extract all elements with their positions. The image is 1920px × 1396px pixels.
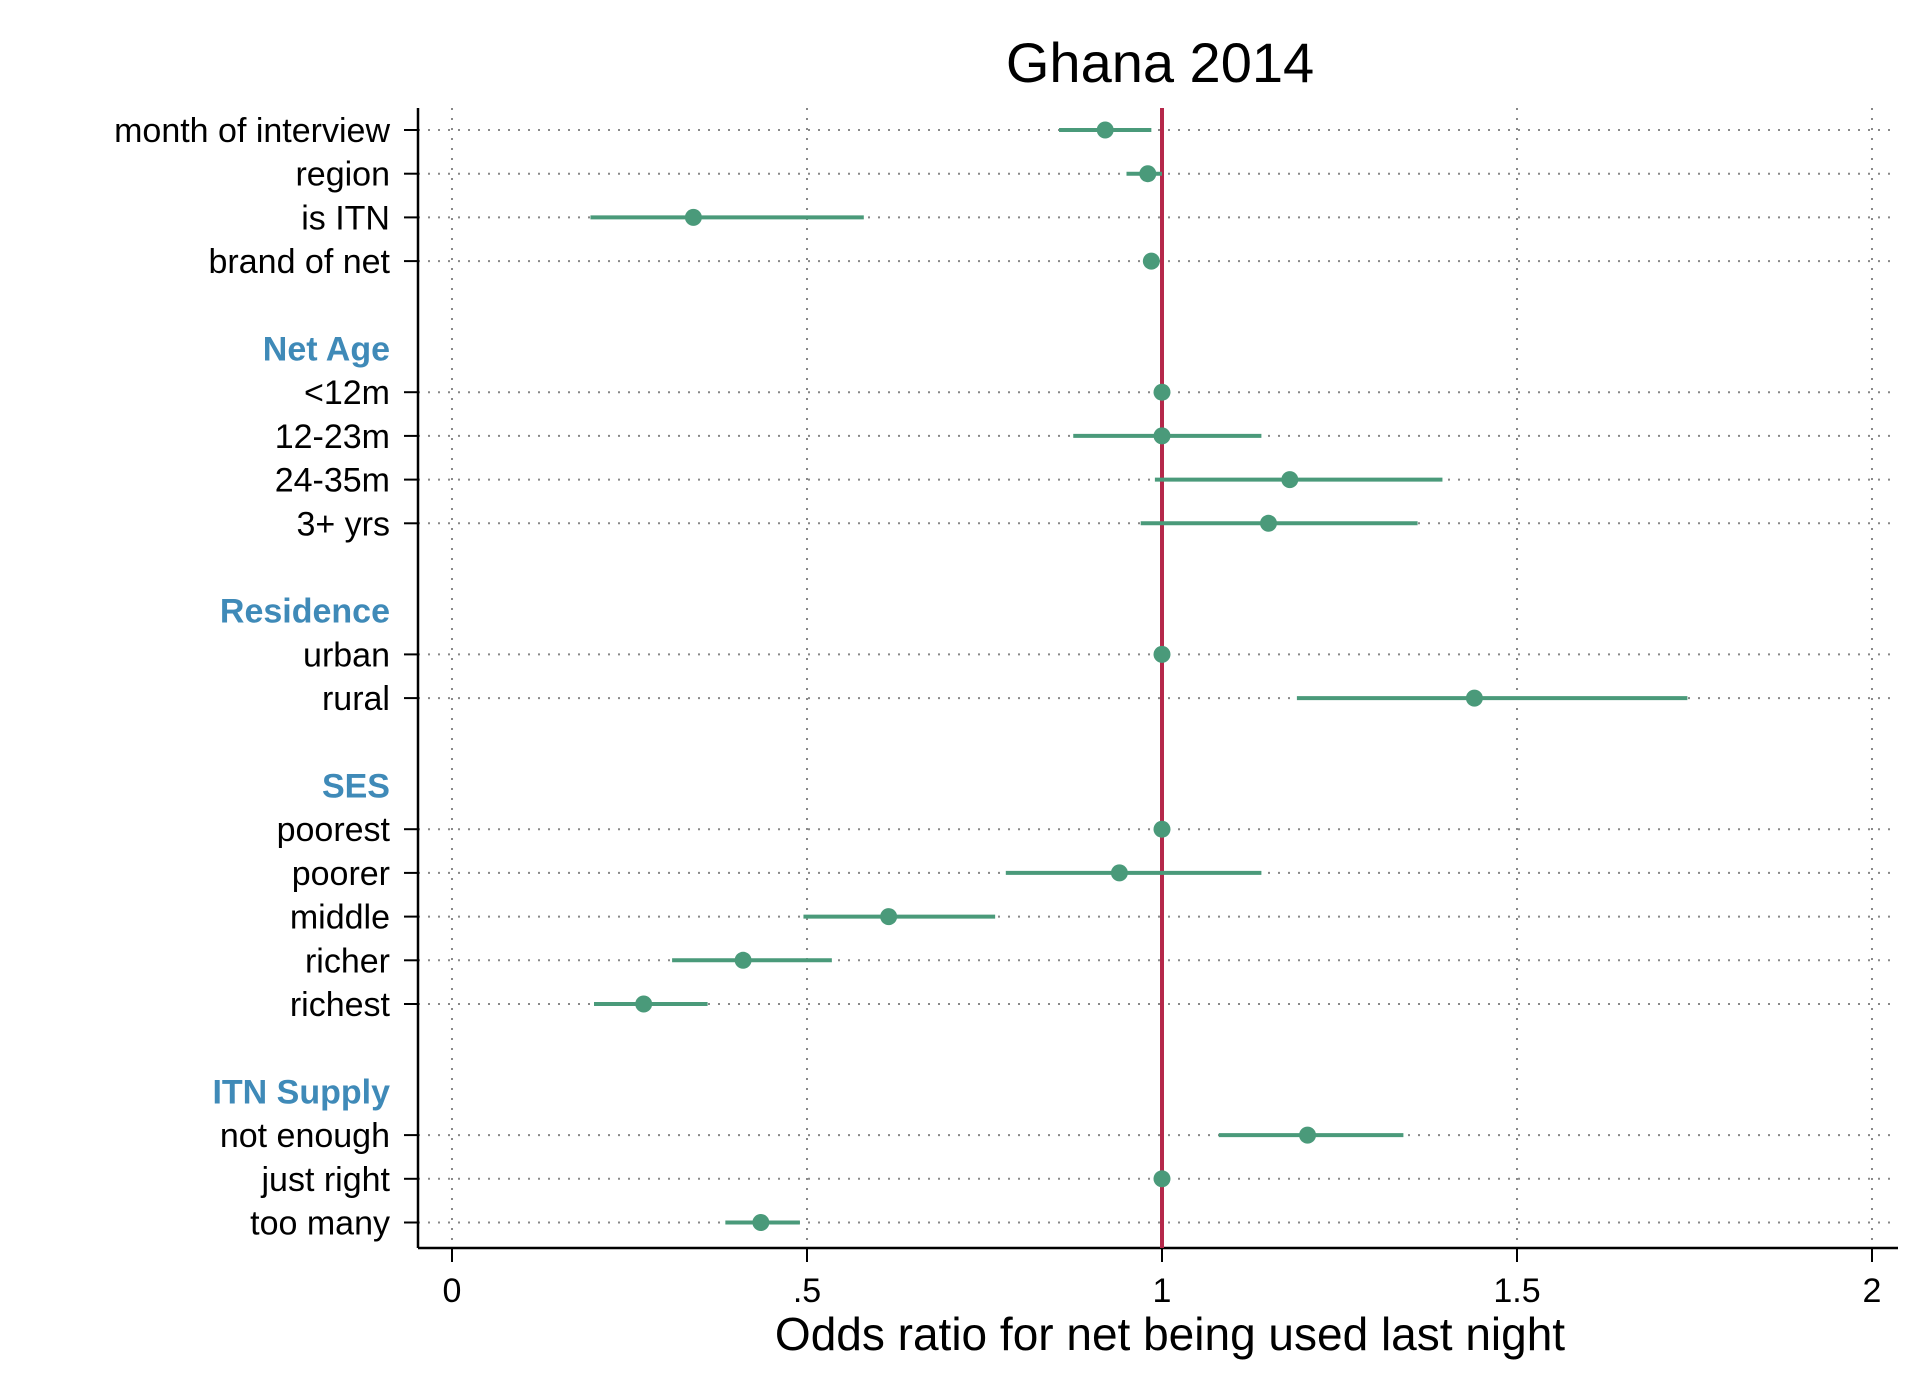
estimate-point: [1260, 514, 1277, 532]
estimate-point: [734, 951, 752, 969]
estimate-point: [752, 1214, 770, 1231]
estimate-point: [1465, 689, 1483, 707]
row-label: poorest: [277, 811, 391, 849]
estimate-point: [1153, 1170, 1171, 1188]
estimate-point: [880, 908, 898, 926]
estimate-point: [1110, 864, 1128, 882]
row-label: region: [295, 156, 390, 194]
estimate-point: [1153, 383, 1171, 401]
group-header: Residence: [220, 593, 390, 631]
x-tick-label: 1: [1153, 1272, 1172, 1310]
estimate-point: [1153, 427, 1171, 445]
estimate-point: [1142, 252, 1160, 270]
row-label: urban: [303, 636, 390, 674]
row-label: 3+ yrs: [296, 505, 390, 543]
gridlines: [418, 108, 1898, 1248]
x-tick-label: .5: [793, 1272, 821, 1310]
estimate-point: [1153, 645, 1171, 663]
group-header: Net Age: [263, 331, 390, 369]
estimate-point: [1281, 471, 1299, 489]
row-label: is ITN: [301, 199, 390, 237]
row-label: poorer: [292, 855, 390, 893]
row-label: richest: [290, 986, 391, 1024]
row-label: month of interview: [114, 112, 390, 150]
x-tick-label: 2: [1863, 1272, 1882, 1310]
estimate-point: [684, 208, 702, 226]
estimate-point: [635, 995, 653, 1013]
row-label: middle: [290, 899, 390, 937]
x-tick-label: 1.5: [1493, 1272, 1540, 1310]
row-label: <12m: [304, 374, 390, 412]
axes: [404, 108, 1898, 1250]
x-tick-label: 0: [443, 1272, 462, 1310]
row-label: brand of net: [209, 243, 391, 281]
row-label: 12-23m: [275, 418, 390, 456]
estimate-point: [1299, 1126, 1317, 1144]
row-label: just right: [261, 1161, 391, 1199]
row-label: richer: [305, 942, 390, 980]
group-header: ITN Supply: [212, 1073, 390, 1111]
chart-title: Ghana 2014: [1006, 31, 1314, 94]
x-ticks: 0 .5 1 1.5 2: [443, 1248, 1882, 1310]
estimates: [590, 121, 1688, 1231]
row-label: too many: [250, 1205, 390, 1243]
estimate-point: [1096, 121, 1114, 139]
row-label: not enough: [220, 1117, 390, 1155]
row-labels: month of interview region is ITN brand of n…: [114, 112, 390, 1243]
x-axis-label: Odds ratio for net being used last night: [775, 1308, 1565, 1360]
estimate-point: [1139, 165, 1157, 183]
row-label: 24-35m: [275, 462, 390, 500]
row-label: rural: [322, 680, 390, 718]
group-header: SES: [322, 768, 390, 806]
estimate-point: [1153, 820, 1171, 838]
